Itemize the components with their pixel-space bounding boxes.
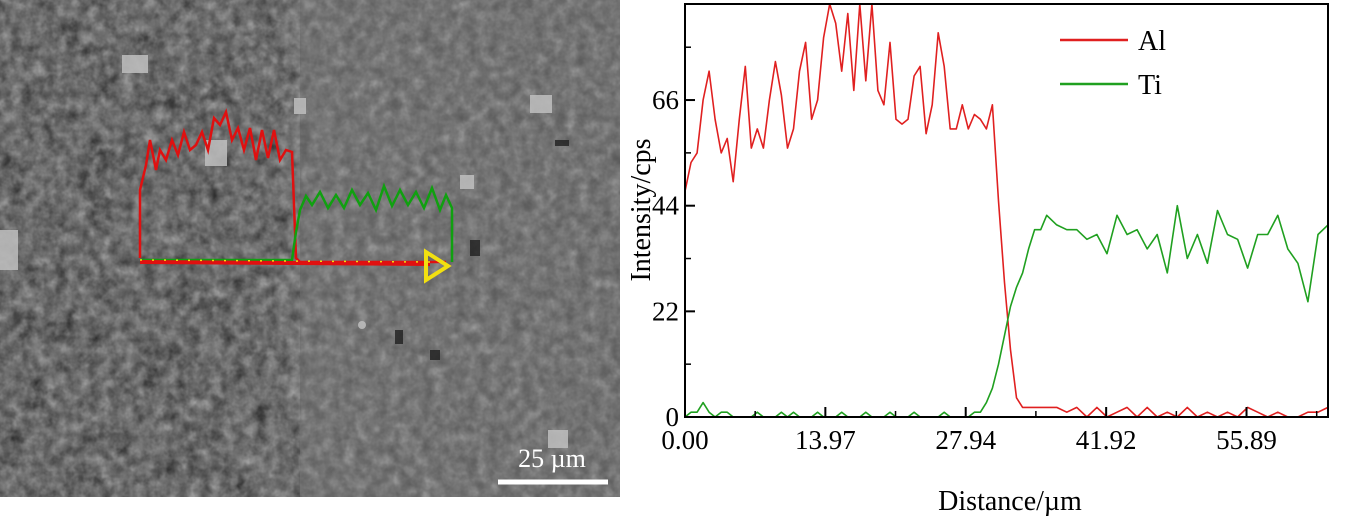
x-tick-label: 55.89	[1216, 425, 1277, 455]
line-scan-chart: 0.00 13.97 27.94 41.92 55.89 0 22 44 66 Al Ti Di…	[626, 3, 1329, 517]
ticks-layer: 0.00 13.97 27.94 41.92 55.89 0 22 44 66	[652, 46, 1318, 455]
x-tick-label: 41.92	[1076, 425, 1137, 455]
y-tick-label: 0	[666, 402, 680, 432]
series-line-al	[684, 3, 1329, 418]
y-tick-label: 22	[652, 296, 679, 326]
plot-frame	[684, 3, 1329, 418]
scan-arrow-head	[424, 248, 452, 284]
sem-micrograph: 25 µm	[0, 0, 620, 497]
scan-line	[139, 260, 431, 266]
micrograph-texture-2	[0, 0, 300, 497]
legend: Al Ti	[1060, 26, 1166, 101]
al-overlay-trace	[138, 108, 446, 264]
bright-particles	[0, 55, 568, 448]
y-tick-label: 66	[652, 85, 679, 115]
x-axis-label: Distance/µm	[938, 486, 1082, 517]
series-layer	[684, 3, 1329, 418]
x-tick-label: 27.94	[935, 425, 996, 455]
x-tick-label: 0.00	[661, 425, 708, 455]
scan-line-dots	[139, 259, 431, 263]
ti-overlay-trace	[140, 182, 454, 262]
x-tick-label: 13.97	[795, 425, 856, 455]
legend-ti-label: Ti	[1138, 70, 1162, 101]
y-tick-label: 44	[652, 191, 680, 221]
scale-bar-label: 25 µm	[518, 444, 586, 473]
legend-al-label: Al	[1138, 26, 1166, 57]
y-axis-label: Intensity/cps	[626, 138, 657, 281]
dark-pores	[395, 140, 569, 360]
